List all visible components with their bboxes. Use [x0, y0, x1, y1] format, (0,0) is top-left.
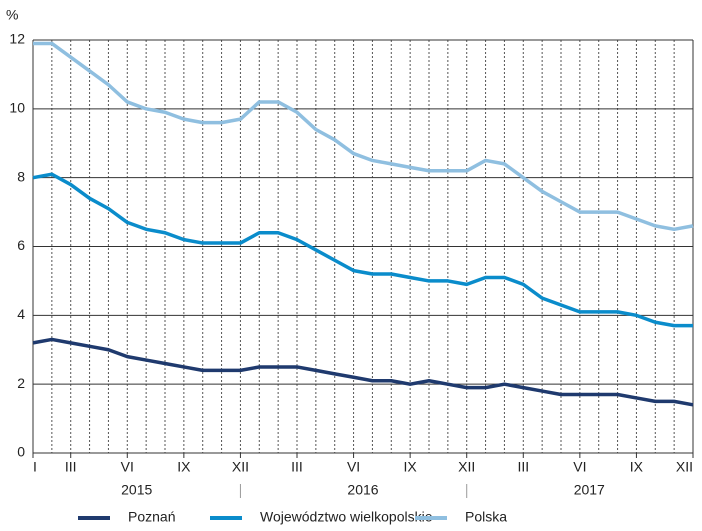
x-tick-label: XII — [676, 459, 693, 475]
x-tick-label: XII — [232, 459, 249, 475]
y-axis-label: % — [6, 7, 18, 23]
y-tick-label: 12 — [9, 31, 25, 47]
y-tick-label: 4 — [17, 306, 25, 322]
x-tick-label: VI — [121, 459, 134, 475]
x-tick-label: IX — [177, 459, 191, 475]
x-tick-label: IX — [404, 459, 418, 475]
legend-label: Województwo wielkopolskie — [260, 509, 433, 525]
series-line — [33, 41, 694, 232]
x-tick-label: III — [517, 459, 529, 475]
series-line — [32, 172, 693, 328]
legend-label: Polska — [465, 509, 507, 525]
x-tick-label: VI — [347, 459, 360, 475]
y-tick-label: 6 — [17, 237, 25, 253]
y-tick-label: 10 — [9, 100, 25, 116]
x-tick-label: VI — [573, 459, 586, 475]
x-group-label: 2016 — [347, 482, 378, 498]
y-tick-label: 2 — [17, 375, 25, 391]
x-tick-label: III — [65, 459, 77, 475]
legend-label: Poznań — [128, 509, 175, 525]
y-tick-label: 0 — [17, 444, 25, 460]
x-tick-label: IX — [630, 459, 644, 475]
x-tick-label: XII — [458, 459, 475, 475]
x-group-label: 2017 — [574, 482, 605, 498]
x-group-label: 2015 — [121, 482, 152, 498]
series-line — [32, 337, 694, 407]
y-tick-label: 8 — [17, 168, 25, 184]
x-tick-label: III — [291, 459, 303, 475]
x-tick-label: I — [33, 459, 37, 475]
